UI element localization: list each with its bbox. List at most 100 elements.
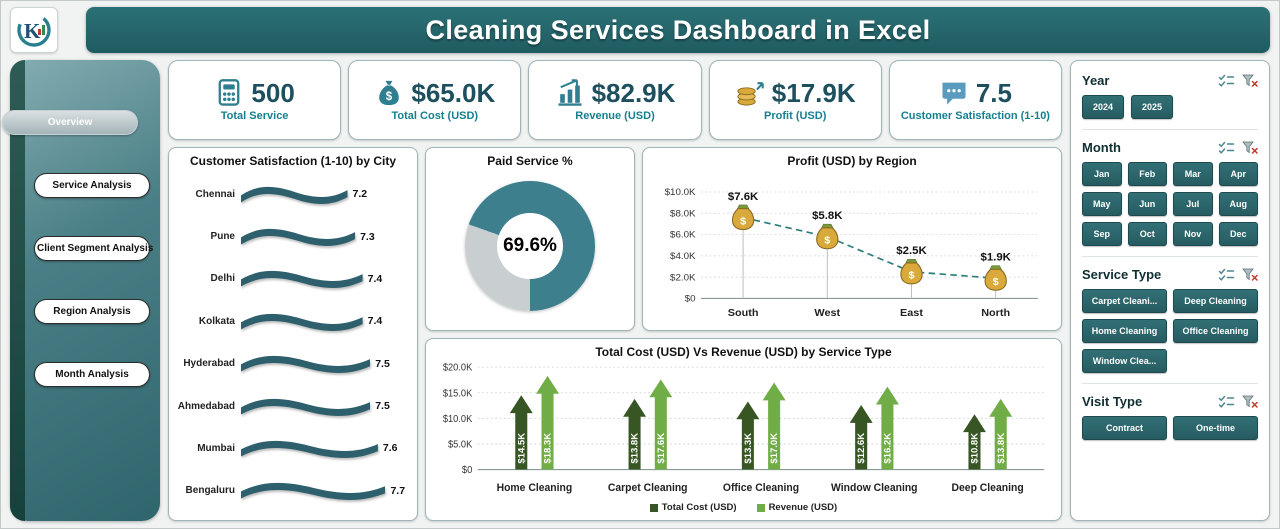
filter-option-carpet-cleani[interactable]: Carpet Cleani... bbox=[1082, 289, 1167, 313]
kpi-value: $65.0K bbox=[411, 77, 496, 108]
satisfaction-bar bbox=[241, 352, 371, 375]
svg-text:$10.0K: $10.0K bbox=[443, 413, 473, 424]
sidebar-nav: Overview Service Analysis Client Segment A… bbox=[2, 60, 160, 521]
profit-line-chart-canvas: $0 $2.0K $4.0K $6.0K $8.0K $10.0K $ $7.6K South $… bbox=[665, 187, 1038, 319]
kpi-card-revenue-usd: $82.9K Revenue (USD) bbox=[528, 60, 702, 140]
svg-text:$14.5K: $14.5K bbox=[517, 432, 527, 463]
filter-option-oct[interactable]: Oct bbox=[1127, 222, 1167, 246]
svg-text:Office Cleaning: Office Cleaning bbox=[723, 481, 799, 493]
kpi-label: Total Cost (USD) bbox=[391, 109, 479, 122]
svg-text:Deep Cleaning: Deep Cleaning bbox=[952, 481, 1024, 493]
filter-option-contract[interactable]: Contract bbox=[1082, 416, 1167, 440]
satisfaction-value: 7.4 bbox=[367, 272, 383, 285]
feedback-icon bbox=[939, 78, 969, 108]
filter-option-aug[interactable]: Aug bbox=[1218, 192, 1258, 216]
svg-text:South: South bbox=[728, 307, 759, 319]
sidebar-item-region-analysis[interactable]: Region Analysis bbox=[34, 299, 150, 324]
filter-section-month: Month Jan Feb Mar Apr May Jun Jul Aug Sep Oct Nov De… bbox=[1082, 140, 1258, 257]
filter-option-deep-cleaning[interactable]: Deep Cleaning bbox=[1173, 289, 1258, 313]
filter-option-nov[interactable]: Nov bbox=[1173, 222, 1213, 246]
cost-vs-revenue-chart: Total Cost (USD) Vs Revenue (USD) by Ser… bbox=[425, 337, 1062, 521]
multiselect-icon[interactable] bbox=[1218, 268, 1235, 281]
satisfaction-row-pune: Pune 7.3 bbox=[177, 220, 409, 254]
filter-option-apr[interactable]: Apr bbox=[1218, 162, 1258, 186]
chart-title: Customer Satisfaction (1-10) by City bbox=[189, 154, 397, 168]
svg-text:$: $ bbox=[824, 235, 830, 247]
revenue-chart-icon bbox=[555, 78, 585, 108]
filter-title: Year bbox=[1082, 73, 1110, 88]
svg-text:$10.8K: $10.8K bbox=[970, 432, 980, 463]
filter-option-2024[interactable]: 2024 bbox=[1082, 95, 1124, 119]
kpi-label: Revenue (USD) bbox=[575, 109, 655, 122]
filter-option-sep[interactable]: Sep bbox=[1082, 222, 1122, 246]
satisfaction-row-chennai: Chennai 7.2 bbox=[177, 177, 409, 211]
satisfaction-row-ahmedabad: Ahmedabad 7.5 bbox=[177, 389, 409, 423]
filter-option-one-time[interactable]: One-time bbox=[1173, 416, 1258, 440]
satisfaction-bar bbox=[241, 437, 378, 460]
legend-swatch bbox=[649, 503, 658, 512]
city-label: Chennai bbox=[195, 188, 235, 200]
svg-text:Window Cleaning: Window Cleaning bbox=[831, 481, 917, 493]
kpi-row: 500 Total Service $ $65.0K Total Cost (USD) $… bbox=[168, 60, 1063, 140]
filter-title: Visit Type bbox=[1082, 394, 1143, 409]
clear-filter-icon[interactable] bbox=[1242, 395, 1258, 408]
profit-by-region-chart: Profit (USD) by Region $0 $2.0K $4.0K $6.0K… bbox=[642, 147, 1062, 331]
filter-option-office-cleaning[interactable]: Office Cleaning bbox=[1173, 319, 1258, 343]
multiselect-icon[interactable] bbox=[1218, 141, 1235, 154]
filter-option-jun[interactable]: Jun bbox=[1127, 192, 1167, 216]
gauge-donut: 69.6% bbox=[465, 181, 595, 312]
filter-section-service-type: Service Type Carpet Cleani... Deep Cleanin… bbox=[1082, 267, 1258, 384]
svg-text:$5.8K: $5.8K bbox=[812, 210, 842, 222]
sidebar-item-overview[interactable]: Overview bbox=[2, 110, 138, 135]
filter-option-jul[interactable]: Jul bbox=[1173, 192, 1213, 216]
kpi-label: Customer Satisfaction (1-10) bbox=[900, 109, 1050, 122]
svg-text:$13.8K: $13.8K bbox=[996, 432, 1006, 463]
filter-option-dec[interactable]: Dec bbox=[1218, 222, 1258, 246]
cost-revenue-bars-canvas: $0 $5.0K $10.0K $15.0K $20.0K $14.5K $18.3K Hom… bbox=[443, 362, 1045, 494]
content-area: 500 Total Service $ $65.0K Total Cost (USD) $… bbox=[168, 60, 1063, 521]
satisfaction-bar bbox=[241, 225, 356, 248]
gauge-hole: 69.6% bbox=[497, 213, 563, 280]
filter-option-home-cleaning[interactable]: Home Cleaning bbox=[1082, 319, 1167, 343]
kpi-value: 500 bbox=[251, 77, 295, 108]
header: Cleaning Services Dashboard in Excel bbox=[86, 7, 1270, 53]
sidebar-item-service-analysis[interactable]: Service Analysis bbox=[34, 173, 150, 198]
clear-filter-icon[interactable] bbox=[1242, 74, 1258, 87]
svg-text:$0: $0 bbox=[462, 464, 473, 475]
satisfaction-value: 7.5 bbox=[375, 400, 390, 413]
satisfaction-row-kolkata: Kolkata 7.4 bbox=[177, 304, 409, 338]
satisfaction-bar-track: 7.5 bbox=[241, 395, 409, 418]
filter-option-window-clea[interactable]: Window Clea... bbox=[1082, 349, 1167, 373]
satisfaction-bar-track: 7.4 bbox=[241, 310, 409, 333]
multiselect-icon[interactable] bbox=[1218, 74, 1235, 87]
chart-title: Total Cost (USD) Vs Revenue (USD) by Ser… bbox=[595, 344, 892, 359]
satisfaction-bar bbox=[241, 395, 371, 418]
multiselect-icon[interactable] bbox=[1218, 395, 1235, 408]
filter-option-feb[interactable]: Feb bbox=[1127, 162, 1167, 186]
filter-option-may[interactable]: May bbox=[1082, 192, 1122, 216]
filter-option-2025[interactable]: 2025 bbox=[1131, 95, 1173, 119]
svg-text:$13.3K: $13.3K bbox=[743, 432, 753, 463]
svg-text:North: North bbox=[981, 307, 1010, 319]
city-label: Delhi bbox=[210, 273, 235, 285]
svg-text:$: $ bbox=[386, 91, 393, 103]
svg-text:$7.6K: $7.6K bbox=[728, 191, 758, 203]
main-row: Overview Service Analysis Client Segment A… bbox=[2, 60, 1270, 521]
filter-option-mar[interactable]: Mar bbox=[1173, 162, 1213, 186]
satisfaction-row-delhi: Delhi 7.4 bbox=[177, 262, 409, 296]
clear-filter-icon[interactable] bbox=[1242, 268, 1258, 281]
top-row: K Cleaning Services Dashboard in Excel bbox=[10, 6, 1270, 54]
satisfaction-rows: Chennai 7.2 Pune 7.3 Delhi 7.4 Kolkata 7.4 Hyder… bbox=[177, 169, 409, 514]
svg-text:$2.5K: $2.5K bbox=[896, 245, 926, 257]
sidebar-item-client-segment-analysis[interactable]: Client Segment Analysis bbox=[34, 236, 153, 261]
clear-filter-icon[interactable] bbox=[1242, 141, 1258, 154]
svg-text:$17.6K: $17.6K bbox=[656, 432, 666, 463]
city-label: Kolkata bbox=[198, 315, 235, 327]
satisfaction-bar-track: 7.5 bbox=[241, 352, 409, 375]
filter-option-jan[interactable]: Jan bbox=[1082, 162, 1122, 186]
coins-icon bbox=[735, 78, 765, 108]
money-bag-icon: $ bbox=[374, 78, 404, 108]
sidebar-item-month-analysis[interactable]: Month Analysis bbox=[34, 362, 150, 387]
city-label: Ahmedabad bbox=[177, 400, 235, 412]
satisfaction-bar-track: 7.6 bbox=[241, 437, 409, 460]
